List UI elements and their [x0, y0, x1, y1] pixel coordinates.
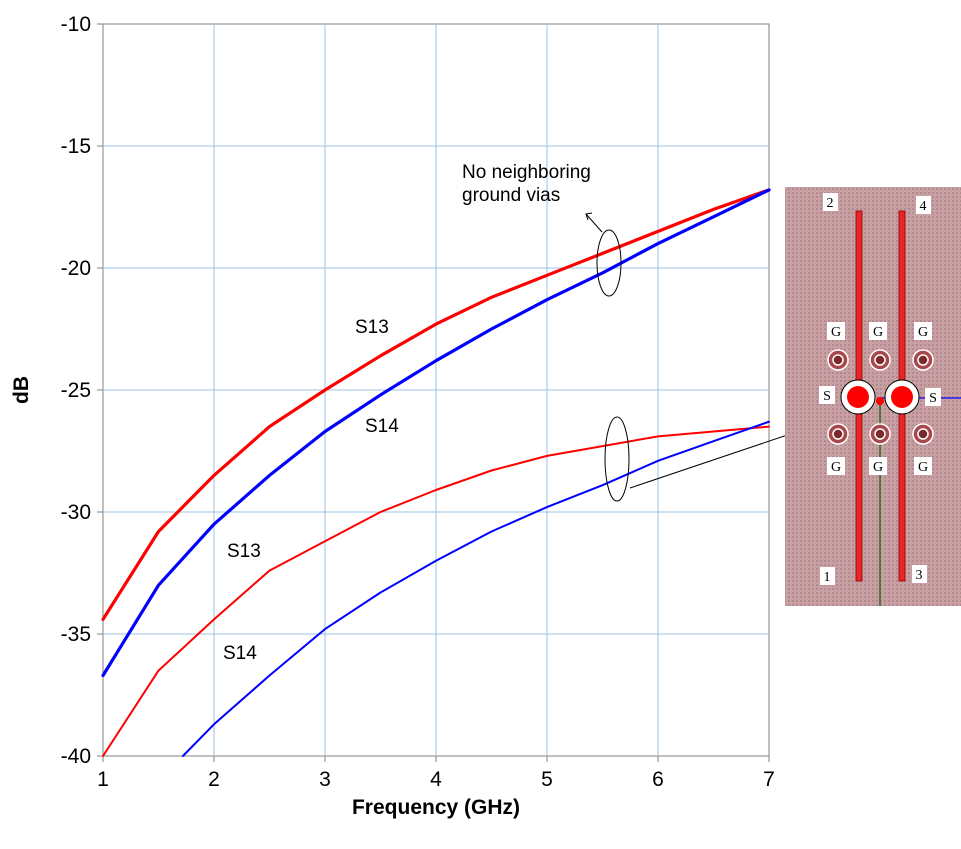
port-4-label-bg: [916, 196, 931, 214]
annotation-ellipse-lower: [604, 416, 630, 502]
x-axis-ticks: 1 2 3 4 5 6 7: [97, 756, 775, 791]
annotation-arrowhead: [585, 212, 593, 221]
annotation-no-ground-vias-line2: ground vias: [462, 185, 560, 206]
signal-via-right: [884, 379, 920, 415]
ground-via: [912, 423, 934, 445]
ground-via: [869, 349, 891, 371]
port-1-label: 1: [824, 570, 831, 585]
port-4-label: 4: [920, 199, 927, 214]
port-2-label-bg: [823, 193, 838, 211]
y-axis-ticks: -10 -15 -20 -25 -30 -35 -40: [61, 13, 103, 768]
x-axis-title: Frequency (GHz): [352, 796, 520, 819]
series-line-s14-with-ground-vias: [181, 420, 770, 757]
ground-label: G: [873, 460, 883, 475]
y-tick-label: -30: [61, 501, 91, 524]
ground-labels: G G G G G G: [827, 322, 932, 475]
grid-lines: [103, 24, 769, 756]
series-group: [101, 188, 771, 757]
ground-via: [912, 349, 934, 371]
center-dot: [876, 397, 884, 405]
series-line-s13-with-ground-vias: [102, 425, 770, 757]
y-tick-label: -10: [61, 13, 91, 36]
annotation-connector: [629, 427, 809, 489]
signal-label-left: S: [823, 389, 831, 404]
label-s13-upper: S13: [355, 317, 389, 338]
signal-via-left: [840, 379, 876, 415]
x-tick-label: 1: [97, 768, 109, 791]
annotation-arrow: [585, 213, 603, 233]
signal-label-left-bg: [819, 386, 835, 404]
x-tick-label: 7: [763, 768, 775, 791]
y-tick-label: -35: [61, 623, 91, 646]
ground-label: G: [831, 460, 841, 475]
ground-vias: [827, 349, 934, 445]
label-s13-lower: S13: [227, 541, 261, 562]
y-axis-title: dB: [10, 376, 33, 404]
ground-label: G: [873, 325, 883, 340]
x-tick-label: 2: [208, 768, 220, 791]
ground-label: G: [918, 460, 928, 475]
y-tick-label: -20: [61, 257, 91, 280]
signal-label-right-bg: [925, 388, 941, 406]
annotation-ellipse-upper: [596, 229, 622, 297]
port-3-label: 3: [916, 568, 923, 583]
port-3-label-bg: [912, 565, 927, 583]
port-2-label: 2: [827, 196, 834, 211]
ground-label: G: [918, 325, 928, 340]
x-tick-label: 4: [430, 768, 442, 791]
y-tick-label: -15: [61, 135, 91, 158]
series-line-s14-no-ground-vias: [101, 188, 771, 678]
pcb-inset: 2 4 1 3 S S G G G G G G: [785, 187, 961, 606]
x-tick-label: 6: [652, 768, 664, 791]
x-tick-label: 5: [541, 768, 553, 791]
label-s14-upper: S14: [365, 416, 399, 437]
label-s14-lower: S14: [223, 643, 257, 664]
y-tick-label: -25: [61, 379, 91, 402]
ground-via: [827, 423, 849, 445]
port-1-label-bg: [820, 567, 835, 585]
ground-via: [827, 349, 849, 371]
x-tick-label: 3: [319, 768, 331, 791]
ground-via: [869, 423, 891, 445]
ground-label: G: [831, 325, 841, 340]
signal-label-right: S: [929, 391, 937, 406]
y-tick-label: -40: [61, 745, 91, 768]
annotation-no-ground-vias-line1: No neighboring: [462, 162, 591, 183]
series-line-s13-no-ground-vias: [101, 188, 771, 622]
